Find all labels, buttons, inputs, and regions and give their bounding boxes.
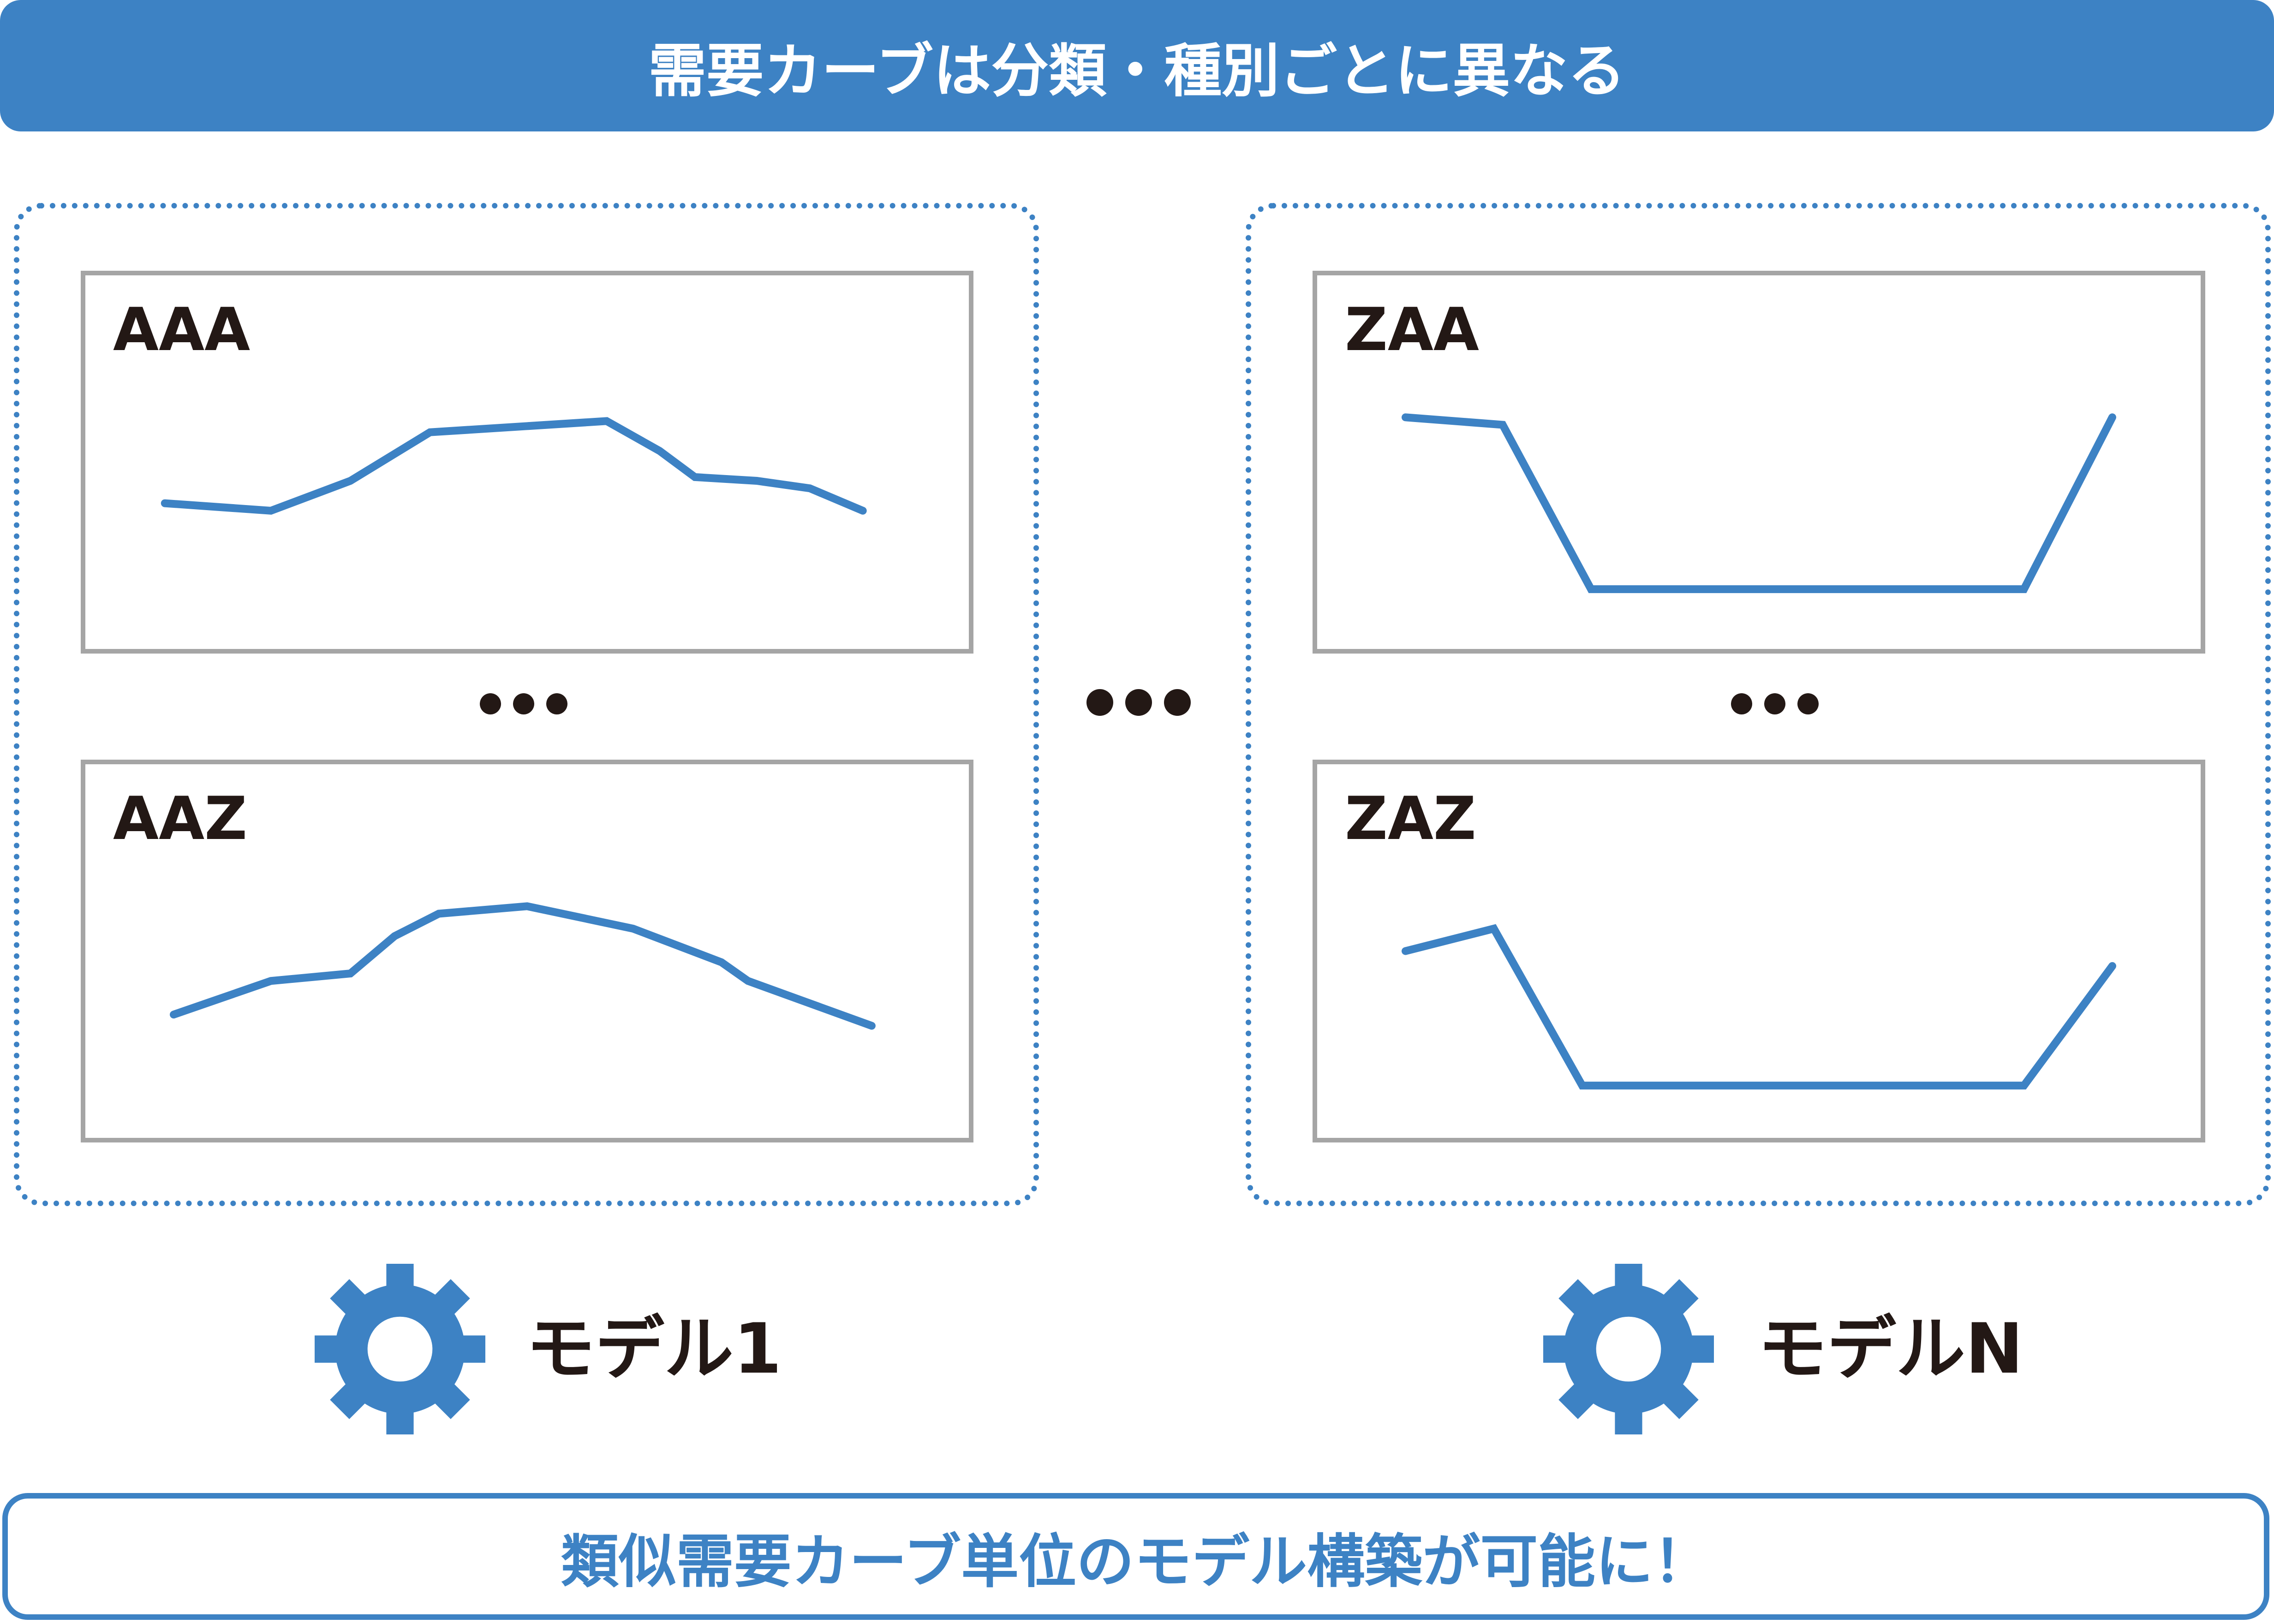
chart-panel-title: ZAA — [1345, 296, 1479, 364]
demand-curve — [170, 902, 876, 1030]
header-title: 需要カーブは分類・種別ごとに異なる — [648, 38, 1626, 105]
ellipsis-icon — [1086, 689, 1191, 716]
ellipsis-icon — [1731, 693, 1819, 714]
demand-curve — [161, 417, 867, 515]
demand-curve-line — [1402, 413, 2116, 593]
model-label-1: モデル1 — [526, 1309, 782, 1389]
chart-panel-zaa: ZAA — [1313, 271, 2205, 654]
model-group-1: AAA AAZ — [14, 203, 1039, 1206]
model-group-n: ZAA ZAZ — [1246, 203, 2271, 1206]
header-banner: 需要カーブは分類・種別ごとに異なる — [0, 0, 2274, 131]
chart-panel-title: ZAZ — [1345, 785, 1476, 853]
demand-curve-line — [161, 417, 867, 515]
chart-panel-title: AAA — [113, 296, 251, 364]
demand-curve — [1402, 924, 2116, 1090]
footer-text: 類似需要カーブ単位のモデル構築が可能に！ — [561, 1529, 1711, 1595]
gear-icon — [1543, 1264, 1714, 1434]
chart-panel-aaz: AAZ — [81, 760, 973, 1142]
chart-panel-zaz: ZAZ — [1313, 760, 2205, 1142]
gear-icon — [315, 1264, 485, 1434]
chart-panel-aaa: AAA — [81, 271, 973, 654]
chart-panel-title: AAZ — [113, 785, 247, 853]
model-label-n: モデルN — [1758, 1309, 2023, 1389]
footer-banner: 類似需要カーブ単位のモデル構築が可能に！ — [2, 1493, 2269, 1620]
ellipsis-icon — [480, 693, 567, 714]
demand-curve-line — [170, 902, 876, 1030]
demand-curve — [1402, 413, 2116, 593]
demand-curve-line — [1402, 924, 2116, 1090]
